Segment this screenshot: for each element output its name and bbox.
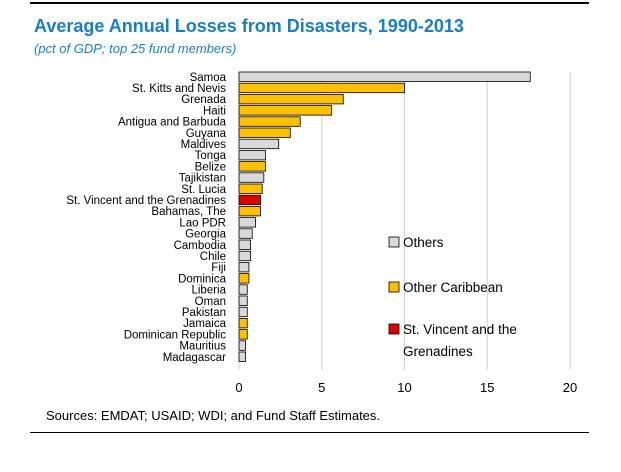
bar-4 bbox=[238, 116, 301, 127]
bar-8 bbox=[238, 161, 266, 172]
bar-6 bbox=[238, 138, 280, 150]
category-label-22: Jamaica bbox=[183, 318, 226, 330]
category-label-23: Dominican Republic bbox=[124, 329, 227, 341]
category-label-20: Oman bbox=[195, 296, 226, 308]
bar-1 bbox=[238, 82, 405, 94]
bar-20 bbox=[238, 295, 248, 306]
category-label-0: Samoa bbox=[190, 72, 227, 84]
category-label-11: St. Vincent and the Grenadines bbox=[66, 195, 226, 207]
bar-9 bbox=[238, 172, 265, 183]
chart-title: Average Annual Losses from Disasters, 19… bbox=[34, 16, 464, 36]
category-label-19: Liberia bbox=[191, 285, 226, 297]
category-label-9: Tajikistan bbox=[179, 173, 226, 185]
legend-label-2-0: St. Vincent and the bbox=[403, 322, 517, 337]
bar-18 bbox=[238, 273, 250, 284]
category-label-17: Fiji bbox=[211, 262, 226, 274]
bar-23 bbox=[238, 329, 248, 340]
category-label-21: Pakistan bbox=[182, 307, 226, 319]
category-label-15: Cambodia bbox=[174, 240, 227, 252]
bar-11 bbox=[238, 194, 261, 206]
legend-label-1-0: Other Caribbean bbox=[403, 280, 503, 295]
bar-25 bbox=[238, 351, 247, 362]
x-tick-labels: 0 5 10 15 20 bbox=[235, 380, 577, 395]
x-tick-label-3: 15 bbox=[480, 380, 494, 395]
bar-13 bbox=[238, 217, 256, 228]
category-label-2: Grenada bbox=[181, 94, 226, 106]
category-label-24: Mauritius bbox=[179, 341, 226, 353]
bar-0 bbox=[238, 71, 531, 82]
bar-24 bbox=[238, 340, 247, 351]
category-label-5: Guyana bbox=[186, 128, 227, 140]
x-tick-label-1: 5 bbox=[318, 380, 325, 395]
category-label-18: Dominica bbox=[178, 273, 227, 285]
chart-subtitle: (pct of GDP; top 25 fund members) bbox=[34, 41, 237, 56]
bar-7 bbox=[238, 149, 266, 161]
source-note: Sources: EMDAT; USAID; WDI; and Fund Sta… bbox=[46, 408, 381, 423]
category-label-4: Antigua and Barbuda bbox=[118, 117, 227, 129]
legend-swatch-1 bbox=[388, 281, 400, 293]
bar-14 bbox=[238, 228, 253, 239]
category-label-14: Georgia bbox=[185, 229, 227, 241]
category-label-25: Madagascar bbox=[163, 352, 226, 364]
bar-2 bbox=[238, 94, 344, 105]
category-label-7: Tonga bbox=[195, 150, 227, 162]
bar-16 bbox=[238, 250, 251, 262]
legend-swatch-2 bbox=[388, 323, 400, 335]
bar-10 bbox=[238, 183, 263, 194]
x-tick-label-0: 0 bbox=[235, 380, 242, 395]
legend: Others Other Caribbean St. Vincent and the… bbox=[388, 235, 517, 359]
bar-15 bbox=[238, 239, 251, 250]
bar-3 bbox=[238, 105, 333, 116]
bars bbox=[238, 71, 531, 362]
legend-label-2-1: Grenadines bbox=[403, 344, 473, 359]
x-tick-label-2: 10 bbox=[397, 380, 411, 395]
category-label-6: Maldives bbox=[181, 139, 227, 151]
bar-5 bbox=[238, 127, 291, 138]
category-label-3: Haiti bbox=[203, 105, 226, 117]
bar-12 bbox=[238, 205, 261, 217]
category-label-1: St. Kitts and Nevis bbox=[132, 83, 226, 95]
category-label-16: Chile bbox=[200, 251, 226, 263]
category-label-13: Lao PDR bbox=[179, 217, 226, 229]
x-tick-label-4: 20 bbox=[563, 380, 577, 395]
category-label-10: St. Lucia bbox=[181, 184, 226, 196]
bar-19 bbox=[238, 284, 248, 295]
legend-swatch-0 bbox=[388, 236, 400, 248]
category-label-12: Bahamas, The bbox=[151, 206, 226, 218]
bar-17 bbox=[238, 261, 250, 273]
category-label-8: Belize bbox=[195, 161, 226, 173]
gridlines bbox=[238, 72, 571, 370]
bar-21 bbox=[238, 306, 248, 318]
bar-22 bbox=[238, 317, 248, 329]
legend-label-0-0: Others bbox=[403, 235, 444, 250]
